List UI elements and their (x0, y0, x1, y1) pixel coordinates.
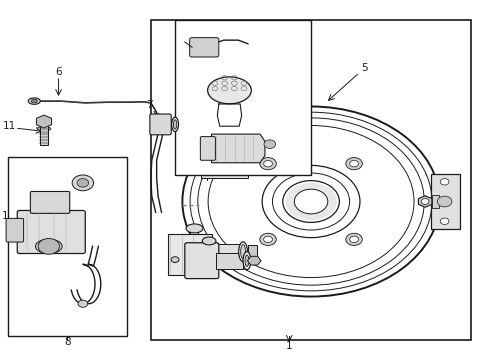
FancyBboxPatch shape (184, 243, 218, 279)
FancyBboxPatch shape (430, 174, 459, 229)
Bar (40, 124, 48, 145)
Polygon shape (211, 244, 240, 260)
Text: 5: 5 (361, 63, 367, 73)
Text: 7: 7 (146, 100, 152, 111)
FancyBboxPatch shape (30, 192, 70, 213)
Text: 11: 11 (3, 121, 16, 131)
Circle shape (349, 161, 358, 167)
Ellipse shape (171, 257, 179, 262)
Text: 6: 6 (55, 67, 62, 77)
Text: 12: 12 (20, 278, 33, 288)
Circle shape (259, 158, 276, 170)
Ellipse shape (244, 255, 248, 266)
Ellipse shape (207, 77, 251, 104)
Text: 3: 3 (274, 85, 280, 95)
Circle shape (294, 189, 327, 214)
Text: 1: 1 (285, 341, 292, 351)
FancyBboxPatch shape (149, 114, 171, 135)
Circle shape (345, 233, 362, 246)
Ellipse shape (37, 127, 51, 131)
Circle shape (436, 196, 451, 207)
Bar (216, 253, 243, 269)
Circle shape (264, 140, 275, 148)
Polygon shape (36, 115, 51, 128)
Circle shape (421, 199, 428, 204)
Circle shape (78, 300, 87, 307)
Text: 9: 9 (100, 169, 107, 179)
Ellipse shape (202, 237, 215, 245)
FancyBboxPatch shape (6, 219, 23, 242)
Ellipse shape (185, 224, 203, 233)
Circle shape (285, 183, 336, 221)
Ellipse shape (240, 244, 245, 259)
Ellipse shape (238, 242, 247, 262)
Ellipse shape (28, 98, 41, 104)
Ellipse shape (171, 117, 178, 132)
Text: 10: 10 (2, 211, 15, 221)
FancyBboxPatch shape (17, 211, 85, 253)
Circle shape (77, 179, 88, 187)
Bar (7, 157, 126, 336)
Bar (175, 21, 310, 175)
Circle shape (210, 127, 410, 276)
Polygon shape (418, 196, 431, 207)
Polygon shape (247, 256, 261, 265)
Ellipse shape (36, 239, 62, 253)
Ellipse shape (31, 99, 38, 103)
FancyBboxPatch shape (200, 153, 247, 179)
Circle shape (349, 236, 358, 243)
Text: 8: 8 (64, 337, 70, 347)
Text: 4: 4 (256, 41, 263, 51)
Circle shape (439, 179, 448, 185)
Bar (150, 21, 470, 339)
Ellipse shape (173, 120, 177, 129)
Circle shape (38, 238, 60, 254)
Circle shape (439, 218, 448, 225)
FancyBboxPatch shape (431, 195, 438, 208)
Circle shape (259, 233, 276, 246)
Polygon shape (211, 134, 264, 163)
Circle shape (263, 236, 272, 243)
Polygon shape (167, 234, 211, 275)
FancyBboxPatch shape (189, 38, 218, 57)
Ellipse shape (243, 252, 250, 270)
Circle shape (345, 158, 362, 170)
Circle shape (72, 175, 93, 191)
Circle shape (263, 161, 272, 167)
Text: 2: 2 (203, 159, 209, 170)
Polygon shape (247, 244, 256, 259)
FancyBboxPatch shape (200, 136, 215, 160)
